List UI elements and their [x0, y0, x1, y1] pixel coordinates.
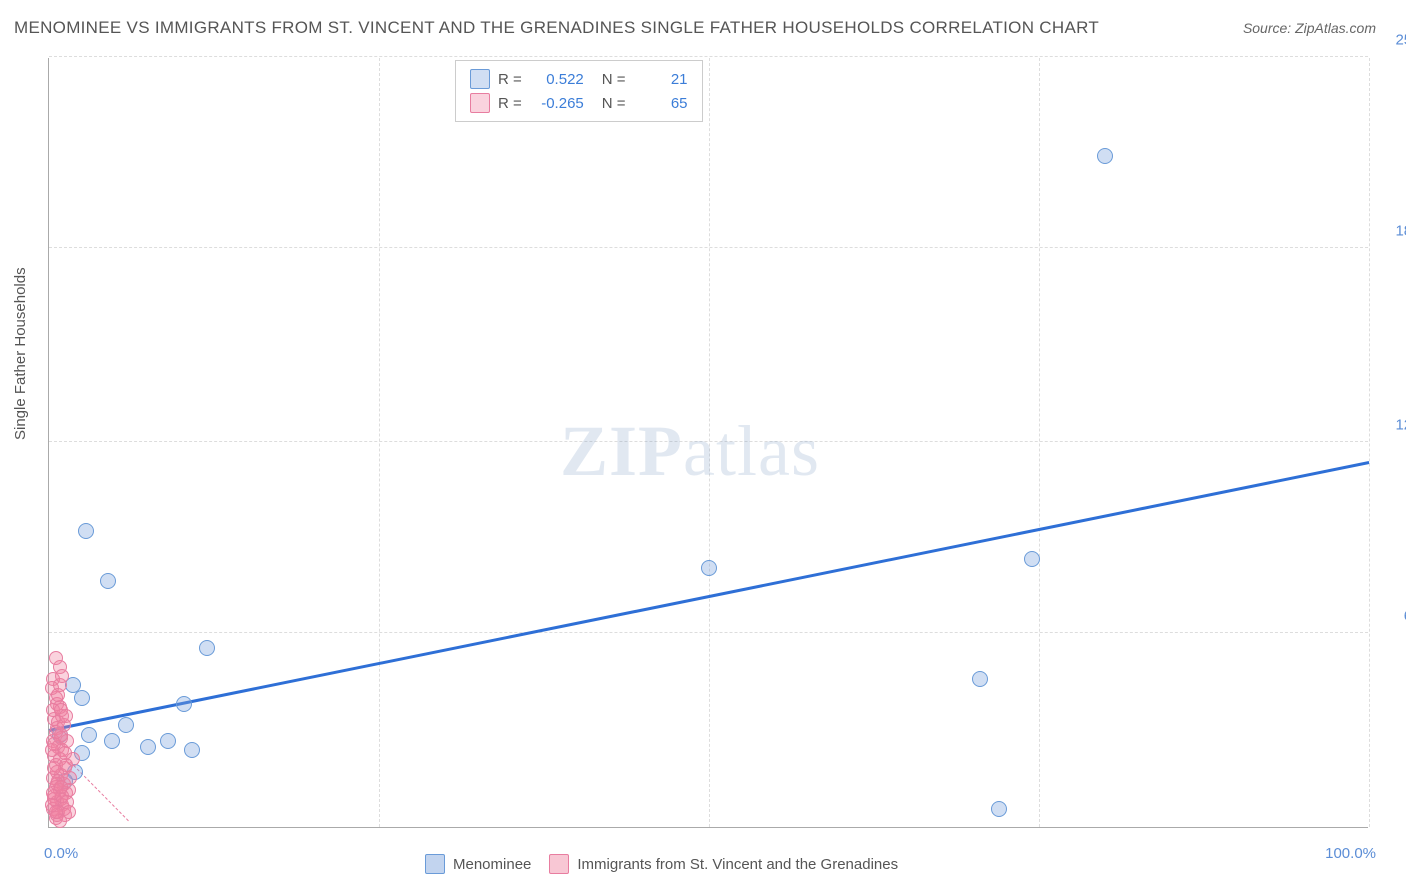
data-point	[176, 696, 192, 712]
data-point	[991, 801, 1007, 817]
data-point	[140, 739, 156, 755]
legend-swatch	[470, 93, 490, 113]
legend-n-value: 65	[634, 95, 688, 112]
data-point	[47, 761, 61, 775]
data-point	[59, 758, 73, 772]
series-legend: Menominee Immigrants from St. Vincent and…	[425, 854, 898, 874]
legend-r-value: -0.265	[530, 95, 584, 112]
chart-title: MENOMINEE VS IMMIGRANTS FROM ST. VINCENT…	[14, 18, 1099, 38]
legend-r-value: 0.522	[530, 71, 584, 88]
gridline-horizontal	[49, 56, 1368, 57]
data-point	[81, 727, 97, 743]
legend-r-label: R =	[498, 95, 522, 112]
y-tick-label: 25.0%	[1378, 32, 1406, 49]
data-point	[59, 709, 73, 723]
y-tick-label: 6.3%	[1378, 607, 1406, 624]
legend-series-label: Menominee	[453, 856, 531, 873]
data-point	[100, 573, 116, 589]
legend-series-label: Immigrants from St. Vincent and the Gren…	[577, 856, 898, 873]
data-point	[104, 733, 120, 749]
legend-swatch	[470, 69, 490, 89]
legend-n-label: N =	[602, 71, 626, 88]
legend-row: R = -0.265 N = 65	[470, 91, 688, 115]
legend-r-label: R =	[498, 71, 522, 88]
data-point	[55, 669, 69, 683]
legend-series-item: Immigrants from St. Vincent and the Gren…	[549, 854, 898, 874]
data-point	[49, 651, 63, 665]
data-point	[58, 746, 72, 760]
legend-row: R = 0.522 N = 21	[470, 67, 688, 91]
chart-plot-area: 6.3%12.5%18.8%25.0%	[48, 58, 1368, 828]
legend-swatch	[549, 854, 569, 874]
legend-n-value: 21	[634, 71, 688, 88]
y-axis-label: Single Father Households	[12, 267, 29, 440]
gridline-vertical	[1039, 58, 1040, 827]
data-point	[199, 640, 215, 656]
data-point	[184, 742, 200, 758]
gridline-vertical	[1369, 58, 1370, 827]
data-point	[160, 733, 176, 749]
x-tick-min: 0.0%	[44, 845, 78, 862]
x-tick-max: 100.0%	[1325, 845, 1376, 862]
legend-n-label: N =	[602, 95, 626, 112]
y-tick-label: 12.5%	[1378, 417, 1406, 434]
data-point	[1097, 148, 1113, 164]
legend-series-item: Menominee	[425, 854, 531, 874]
data-point	[972, 671, 988, 687]
source-attribution: Source: ZipAtlas.com	[1243, 20, 1376, 36]
data-point	[78, 523, 94, 539]
gridline-vertical	[709, 58, 710, 827]
data-point	[701, 560, 717, 576]
legend-swatch	[425, 854, 445, 874]
data-point	[1024, 551, 1040, 567]
correlation-legend: R = 0.522 N = 21 R = -0.265 N = 65	[455, 60, 703, 122]
data-point	[49, 805, 63, 819]
data-point	[74, 690, 90, 706]
y-tick-label: 18.8%	[1378, 222, 1406, 239]
data-point	[47, 737, 61, 751]
data-point	[51, 688, 65, 702]
gridline-vertical	[379, 58, 380, 827]
data-point	[54, 780, 68, 794]
data-point	[118, 717, 134, 733]
